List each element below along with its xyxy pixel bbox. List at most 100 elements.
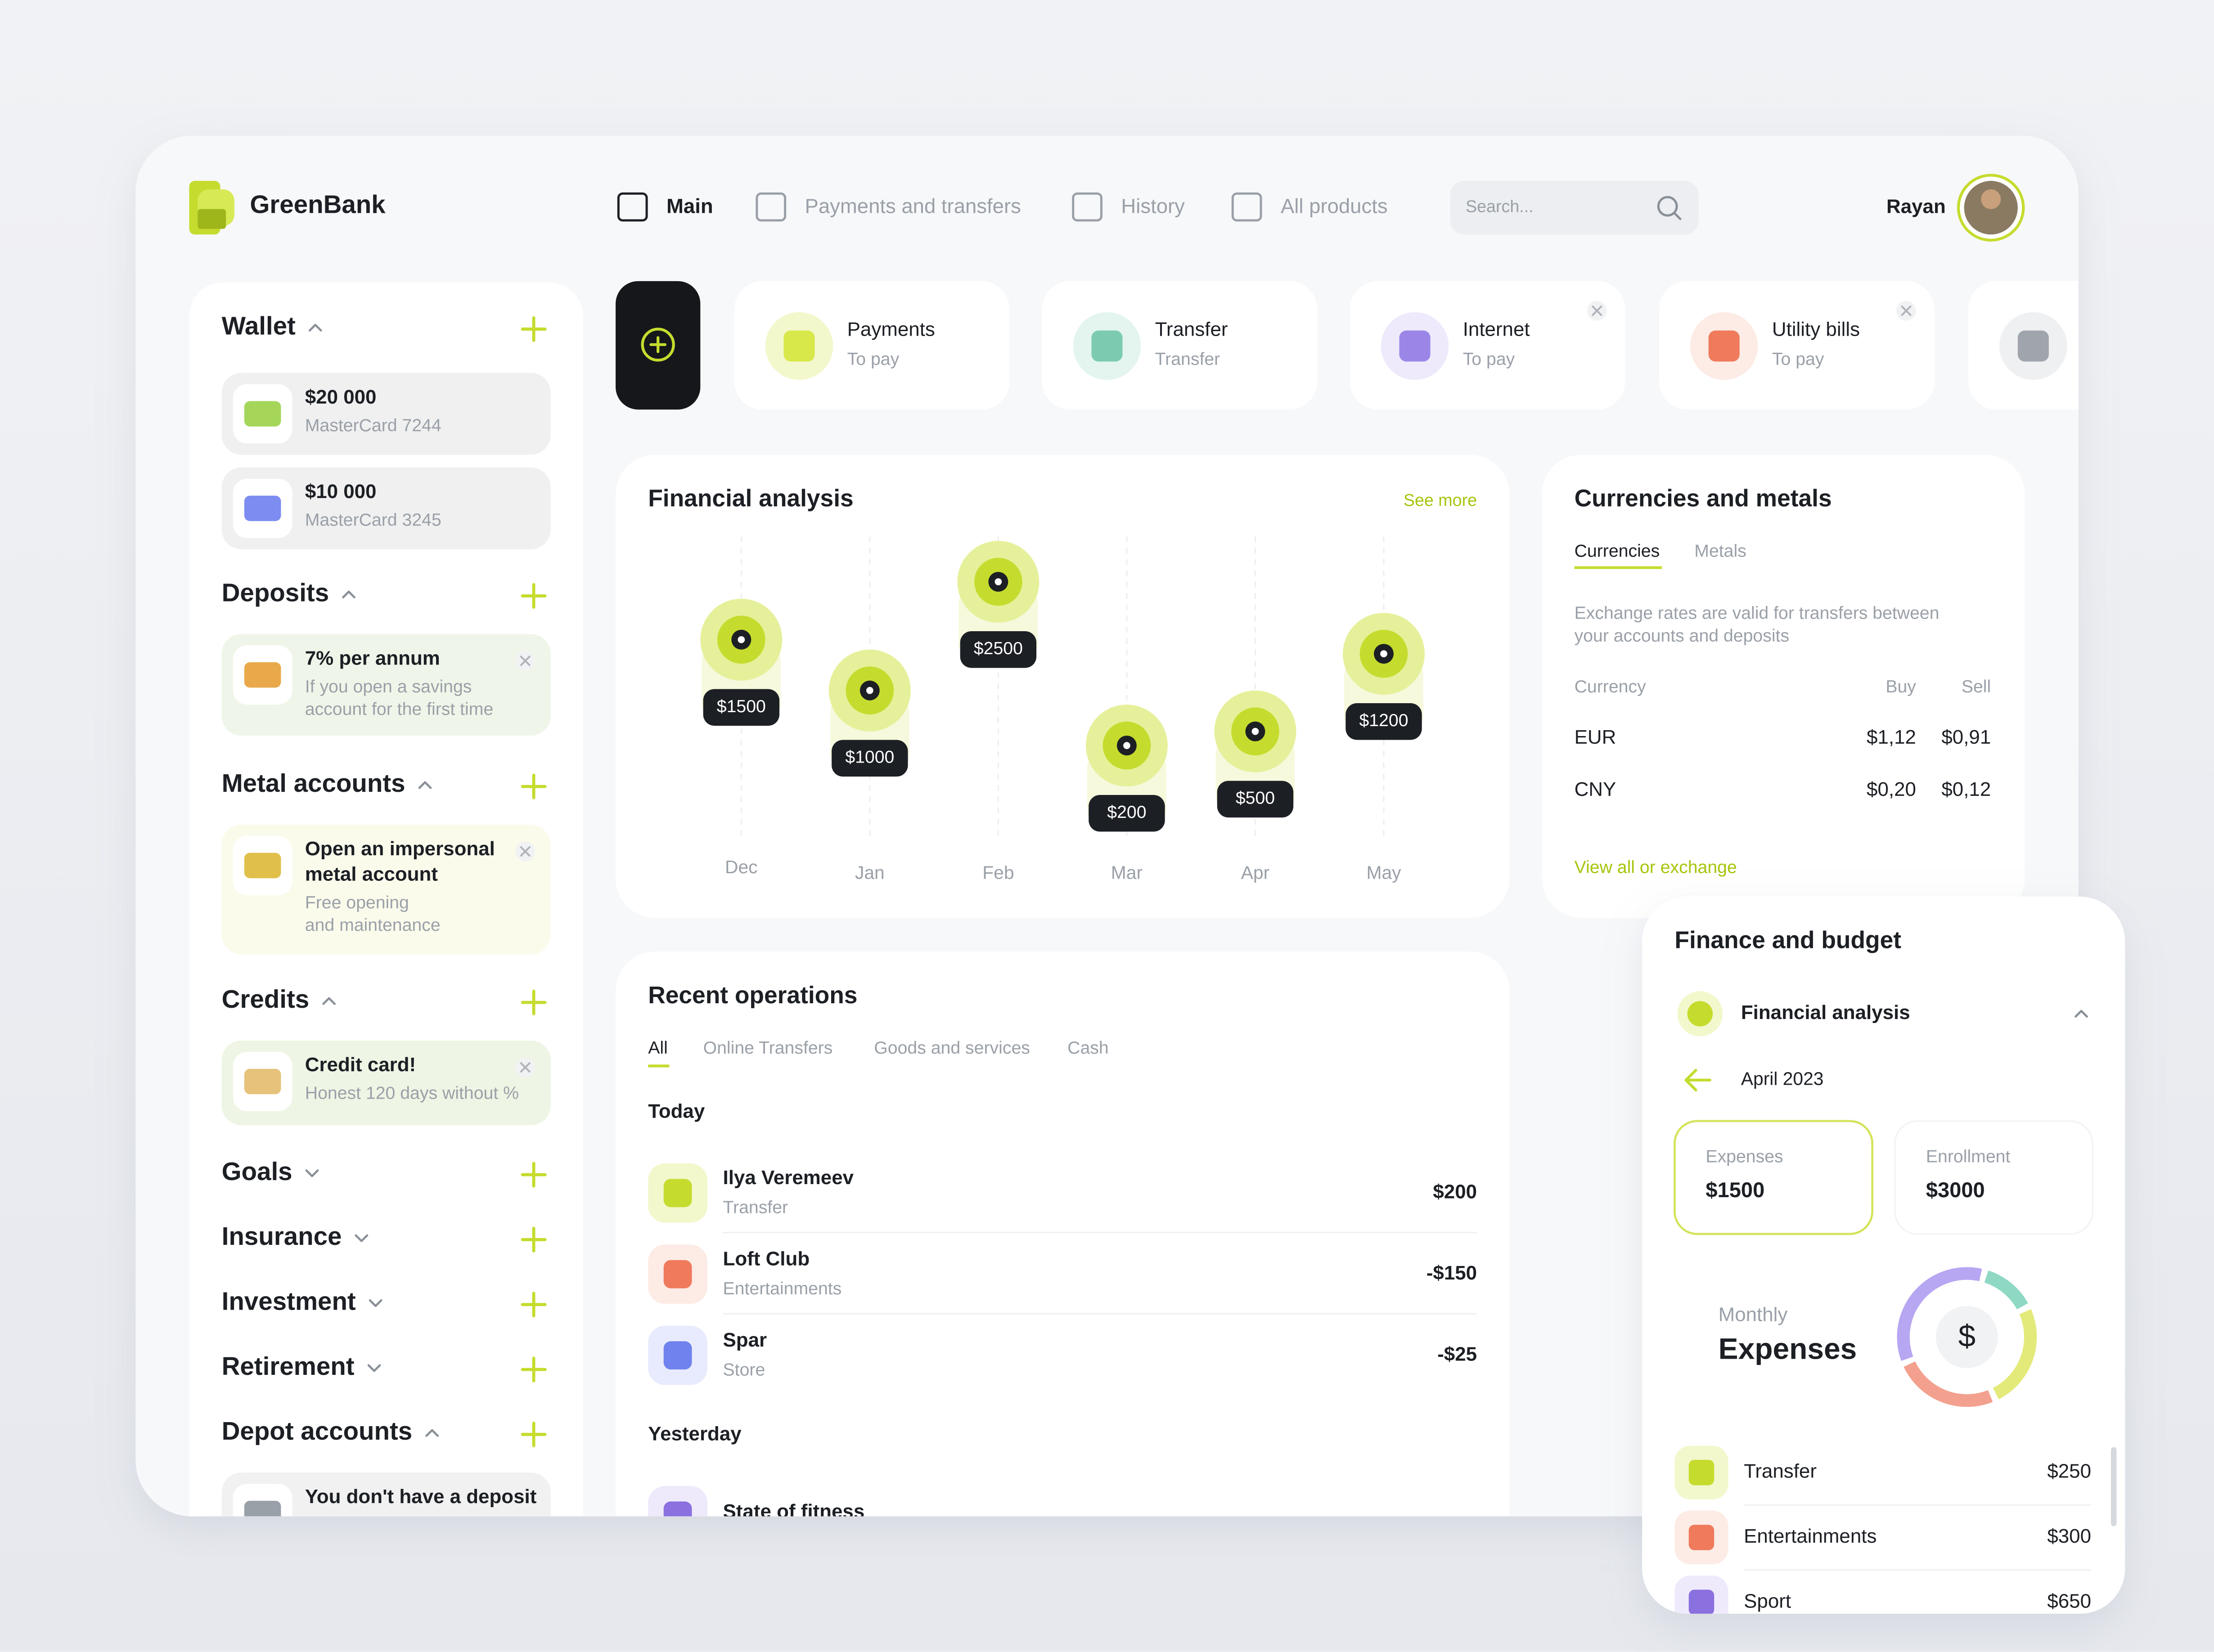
operation-amount: $50 bbox=[1444, 1515, 1477, 1537]
tab[interactable]: Online Transfers bbox=[703, 1038, 833, 1058]
chevron bbox=[322, 997, 336, 1005]
quick-action-icon bbox=[1708, 330, 1740, 362]
chevron bbox=[425, 1429, 439, 1437]
column-header: Sell bbox=[1962, 677, 1991, 696]
table-cell: CNY bbox=[1575, 778, 1616, 800]
quick-action-title[interactable]: Transfer bbox=[1155, 318, 1228, 340]
product-title: 7% per annum bbox=[305, 647, 440, 669]
link[interactable]: See more bbox=[1404, 490, 1477, 509]
search-input[interactable]: Search... bbox=[1466, 197, 1534, 216]
close-icon bbox=[520, 846, 531, 857]
section-title[interactable]: Insurance bbox=[222, 1222, 342, 1250]
finance-panel-content: Finance and budget Financial analysis Apri… bbox=[1674, 927, 2117, 1614]
section-title[interactable]: Retirement bbox=[222, 1352, 355, 1380]
quick-action-title[interactable]: Internet bbox=[1463, 318, 1530, 340]
budget-item: Entertainments bbox=[1744, 1525, 1876, 1547]
nav-item[interactable]: Payments and transfers bbox=[805, 195, 1021, 218]
table-cell: $1,12 bbox=[1867, 726, 1916, 748]
month-label: Dec bbox=[725, 857, 758, 877]
add-button bbox=[521, 989, 547, 1015]
search-box bbox=[1450, 181, 1699, 235]
amount-label: $1500 bbox=[717, 696, 766, 716]
section-title[interactable]: Wallet bbox=[222, 311, 296, 340]
section-title[interactable]: Deposits bbox=[222, 578, 329, 606]
section-title[interactable]: Financial analysis bbox=[1741, 1001, 1910, 1024]
nav-icon bbox=[756, 192, 787, 222]
chevron bbox=[367, 1364, 381, 1372]
summary-label: Enrollment bbox=[1926, 1147, 2011, 1167]
quick-action-title[interactable]: Payments bbox=[847, 318, 935, 340]
add-button bbox=[521, 773, 547, 799]
bubble-dot bbox=[738, 636, 745, 643]
operation-type: Entertainments bbox=[723, 1279, 842, 1298]
amount-pill bbox=[1089, 795, 1165, 832]
quick-action-icon bbox=[1091, 330, 1123, 362]
product-title: metal account bbox=[305, 863, 438, 885]
amount-label: $2500 bbox=[974, 638, 1023, 658]
budget-item: Sport bbox=[1744, 1590, 1791, 1612]
product-icon bbox=[244, 495, 281, 521]
amount-label: $200 bbox=[1107, 802, 1146, 822]
tab[interactable]: Currencies bbox=[1575, 541, 1660, 561]
user-name: Rayan bbox=[1886, 195, 1946, 217]
tab[interactable]: Goods and services bbox=[874, 1038, 1030, 1058]
finance-panel bbox=[1642, 896, 2125, 1614]
amount-label: $500 bbox=[1236, 788, 1275, 808]
tab[interactable]: Cash bbox=[1067, 1038, 1109, 1058]
operation-name: Spar bbox=[723, 1329, 767, 1351]
group-label: Today bbox=[648, 1100, 705, 1122]
operation-name: Ilya Veremeev bbox=[723, 1167, 854, 1189]
product-icon bbox=[244, 1500, 281, 1517]
nav-item[interactable]: All products bbox=[1281, 195, 1388, 218]
product-subtitle: MasterCard 3245 bbox=[305, 510, 441, 530]
section-title[interactable]: Goals bbox=[222, 1157, 292, 1185]
back-arrow bbox=[1684, 1068, 1711, 1091]
summary-box bbox=[1674, 1120, 1874, 1235]
budget-amount: $300 bbox=[2047, 1525, 2091, 1547]
section-icon bbox=[1687, 1001, 1713, 1027]
product-title: Credit card! bbox=[305, 1054, 416, 1076]
product-icon bbox=[244, 853, 281, 879]
tab[interactable]: All bbox=[648, 1038, 668, 1058]
bubble-dot bbox=[1123, 742, 1130, 749]
operation-amount: -$150 bbox=[1426, 1262, 1477, 1284]
link[interactable]: View all or exchange bbox=[1575, 857, 1737, 877]
budget-icon bbox=[1688, 1459, 1714, 1486]
nav-item[interactable]: History bbox=[1121, 195, 1185, 218]
month-label: Mar bbox=[1111, 862, 1143, 883]
close-icon bbox=[1901, 305, 1912, 316]
budget-icon bbox=[1688, 1525, 1714, 1550]
summary-box bbox=[1894, 1120, 2093, 1235]
quick-action-subtitle: Transfer bbox=[1155, 349, 1220, 369]
tab[interactable]: Metals bbox=[1694, 541, 1746, 561]
add-button bbox=[521, 1162, 547, 1188]
logo bbox=[198, 209, 226, 229]
section-title[interactable]: Metal accounts bbox=[222, 769, 405, 797]
operation-name: Loft Club bbox=[723, 1248, 810, 1270]
search-icon bbox=[1657, 196, 1678, 217]
quick-action-icon bbox=[1399, 330, 1431, 362]
section-title[interactable]: Credits bbox=[222, 985, 310, 1013]
donut-segment bbox=[1897, 1267, 2037, 1407]
donut-caption: Monthly bbox=[1719, 1303, 1788, 1325]
add-button bbox=[521, 1421, 547, 1447]
close-icon bbox=[520, 1062, 531, 1073]
section-title[interactable]: Depot accounts bbox=[222, 1417, 413, 1445]
product-title: $10 000 bbox=[305, 480, 377, 503]
add-button bbox=[521, 316, 547, 342]
product-card bbox=[221, 467, 551, 549]
product-subtitle: Free opening bbox=[305, 893, 409, 912]
operation-amount: $200 bbox=[1433, 1181, 1477, 1203]
product-subtitle: If you open a savings bbox=[305, 677, 472, 696]
panel-title: Finance and budget bbox=[1674, 927, 1901, 953]
note: Exchange rates are valid for transfers b… bbox=[1575, 603, 1940, 623]
nav-item[interactable]: Main bbox=[666, 195, 713, 218]
bubble-dot bbox=[1380, 650, 1387, 658]
quick-action-subtitle: To pay bbox=[1772, 349, 1824, 369]
currencies-card bbox=[1542, 454, 2025, 918]
column-header: Currency bbox=[1575, 677, 1646, 696]
section-title[interactable]: Investment bbox=[222, 1287, 356, 1315]
period: April 2023 bbox=[1741, 1068, 1824, 1089]
amount-pill bbox=[832, 740, 908, 777]
quick-action-title[interactable]: Utility bills bbox=[1772, 318, 1860, 340]
